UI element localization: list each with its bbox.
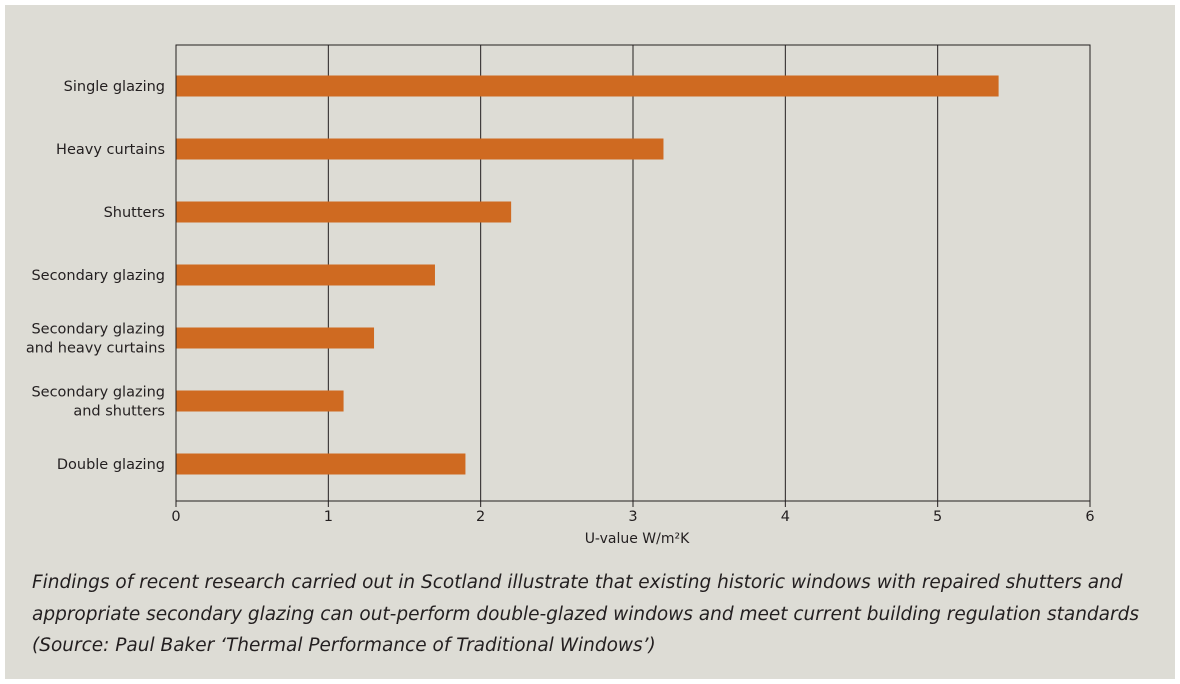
- bar: [176, 75, 999, 97]
- bar: [176, 264, 435, 286]
- bar: [176, 327, 375, 349]
- category-label: and shutters: [73, 404, 165, 420]
- figure-caption: Findings of recent research carried out …: [32, 572, 1139, 656]
- x-axis-label: U-value W/m²K: [585, 531, 690, 547]
- x-tick-label: 0: [171, 509, 180, 525]
- x-tick-label: 4: [781, 509, 790, 525]
- bar: [176, 201, 512, 223]
- u-value-bar-chart: Single glazing Heavy curtains Shutters Seco…: [26, 44, 1095, 547]
- figure-panel: Single glazing Heavy curtains Shutters Seco…: [5, 5, 1175, 679]
- category-label: Shutters: [104, 205, 165, 221]
- x-tick-label: 3: [628, 509, 637, 525]
- x-tick-label: 5: [933, 509, 942, 525]
- category-label: Heavy curtains: [56, 142, 165, 158]
- bars: [176, 75, 999, 475]
- x-tick-label: 6: [1085, 509, 1094, 525]
- x-tick-label: 2: [476, 509, 485, 525]
- category-label: Double glazing: [57, 457, 165, 473]
- x-tick-label: 1: [324, 509, 333, 525]
- category-label: and heavy curtains: [26, 341, 165, 357]
- category-labels: Single glazing Heavy curtains Shutters Seco…: [26, 79, 165, 473]
- category-label: Secondary glazing: [31, 385, 165, 401]
- grid-lines: [327, 45, 939, 501]
- x-tick-labels: 0 1 2 3 4 5 6: [171, 509, 1094, 525]
- bar: [176, 390, 344, 412]
- bar: [176, 138, 664, 160]
- plot-frame: [175, 44, 1091, 507]
- category-label: Secondary glazing: [31, 268, 165, 284]
- bar: [176, 453, 466, 475]
- category-label: Single glazing: [64, 79, 165, 95]
- category-label: Secondary glazing: [31, 322, 165, 338]
